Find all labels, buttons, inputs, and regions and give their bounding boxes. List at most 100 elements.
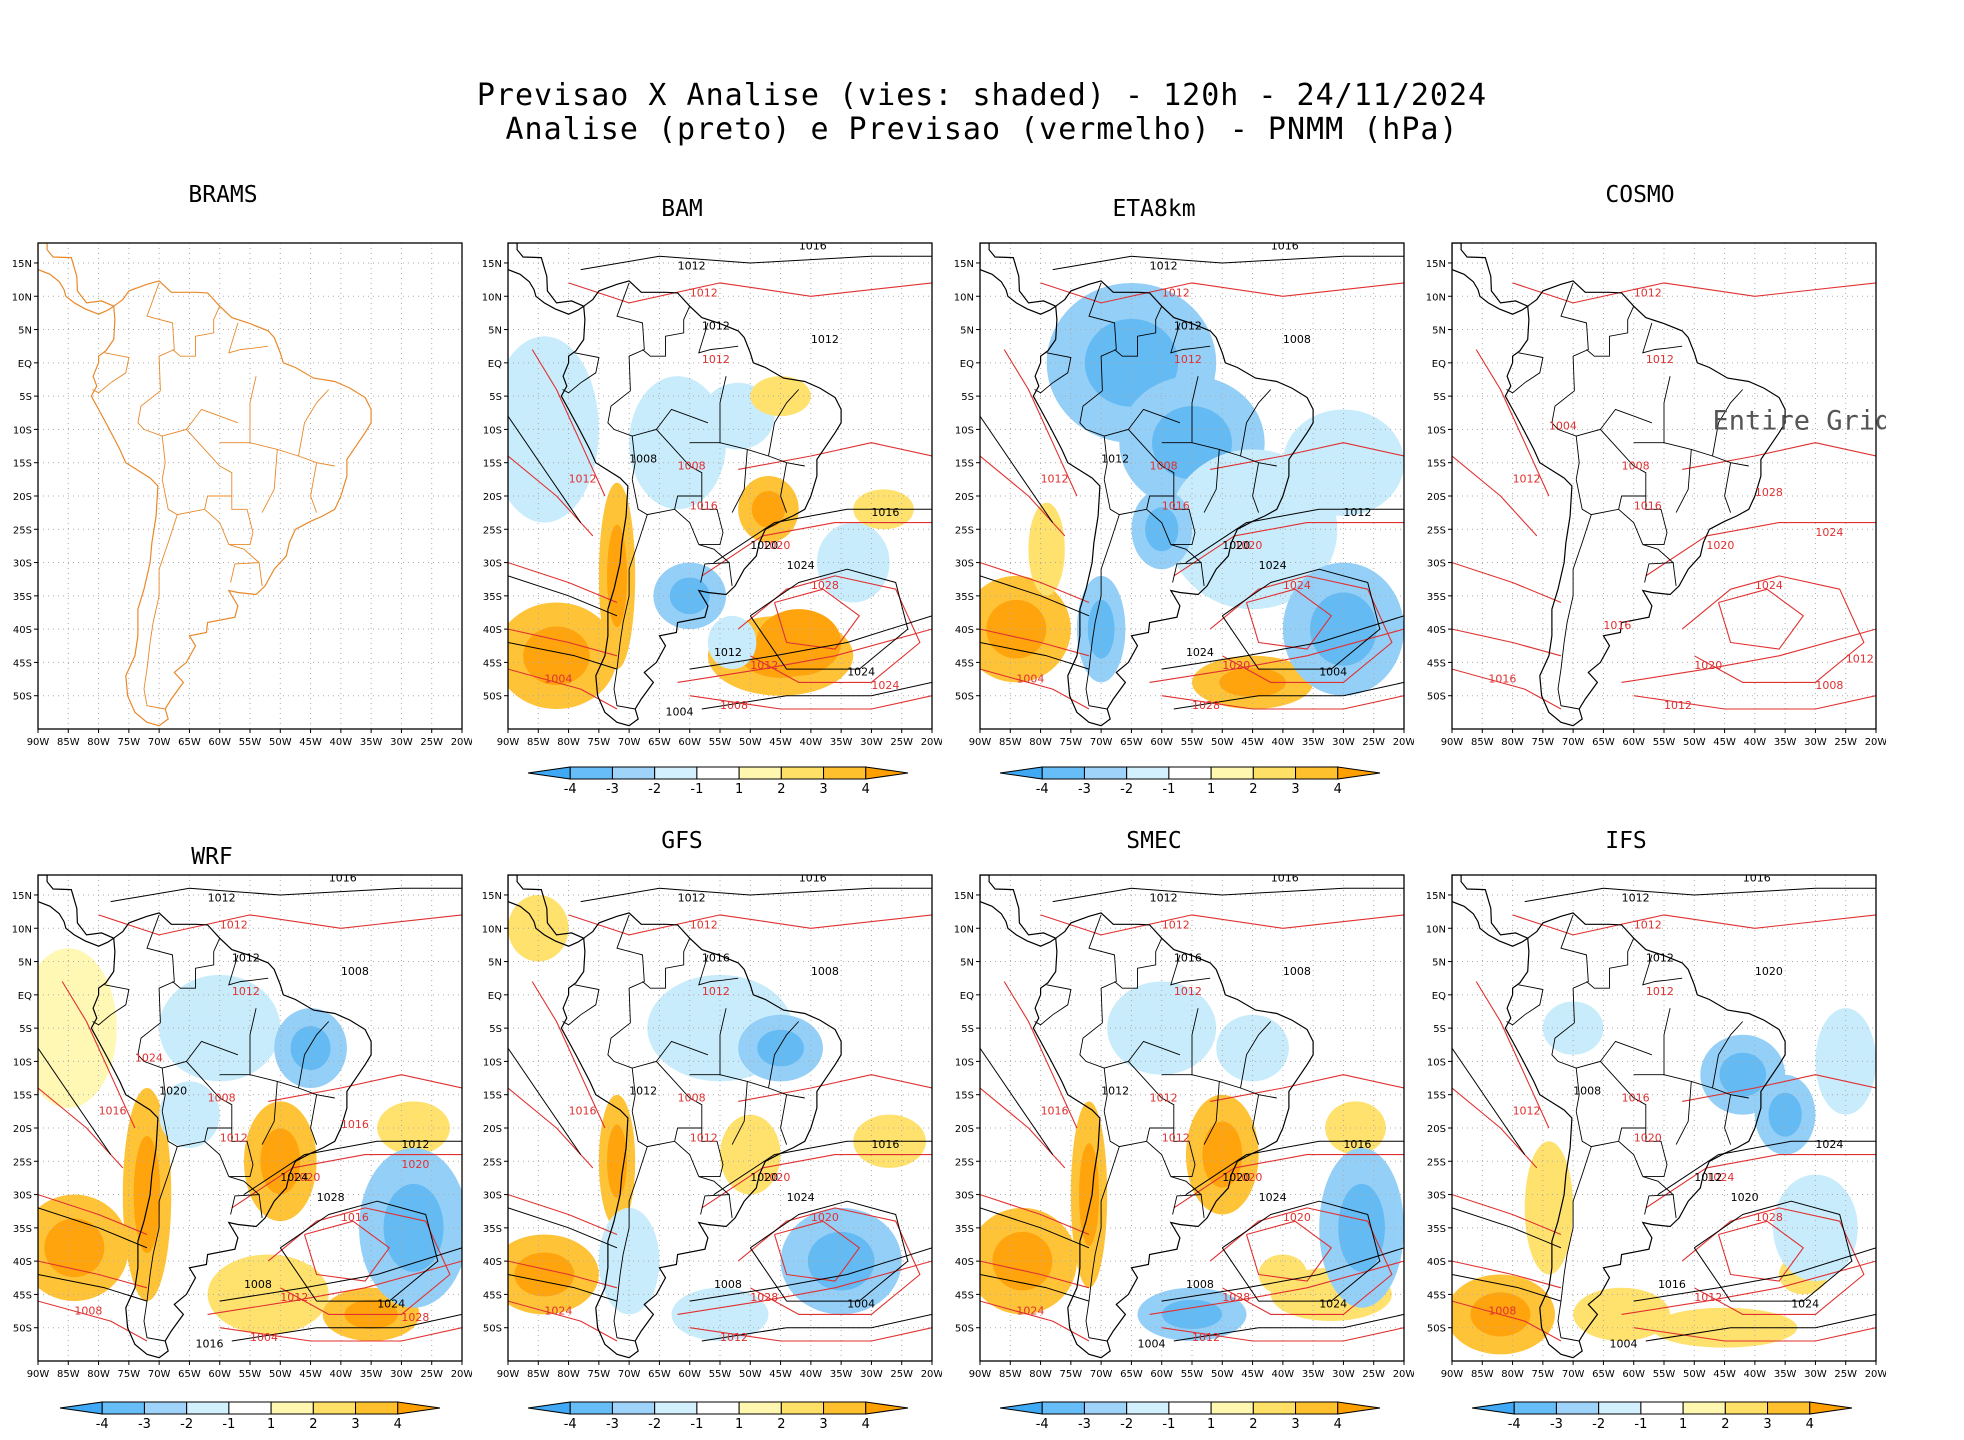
lon-tick-label: 50W	[1683, 1369, 1706, 1380]
colorbar-label: 4	[1334, 782, 1342, 797]
map-background	[1452, 243, 1876, 729]
forecast-contour-label: 1004	[250, 1331, 278, 1344]
bias-patch-core	[514, 1252, 575, 1297]
contour-labels: 1012 1012 1008 1012 1016 1020 1024 1020 1016 1012…	[1488, 286, 1873, 712]
lat-tick-label: 45S	[1427, 658, 1446, 669]
lon-tick-label: 85W	[57, 737, 80, 748]
colorbar: -4 -3 -2 -1 1 2 3 4	[990, 765, 1390, 805]
panel-title-ifs: IFS	[1605, 828, 1647, 854]
colorbar: -4 -3 -2 -1 1 2 3 4	[990, 1400, 1390, 1440]
country-borders	[1506, 914, 1749, 1342]
colorbar-label: 3	[1763, 1417, 1771, 1432]
forecast-contour-label: 1012	[1041, 473, 1069, 486]
bias-patch-core	[1079, 1143, 1100, 1246]
analysis-contour-label: 1020	[1222, 539, 1250, 552]
colorbar-label: 2	[1249, 1417, 1257, 1432]
bias-patch-core	[757, 1029, 804, 1067]
lon-tick-label: 30W	[1332, 1369, 1355, 1380]
forecast-contour-label: 1012	[232, 985, 260, 998]
analysis-contour-label: 1012	[1101, 1085, 1129, 1098]
analysis-contour-label: 1020	[159, 1085, 187, 1098]
forecast-contour-label: 1020	[1634, 1131, 1662, 1144]
colorbar-swatch	[1126, 1401, 1170, 1415]
analysis-contour-label: 1016	[1271, 240, 1299, 253]
lon-tick-label: 60W	[1150, 737, 1173, 748]
forecast-contour-label: 1020	[1706, 539, 1734, 552]
lat-tick-label: 15S	[483, 1091, 502, 1102]
analysis-contour-label: 1012	[811, 333, 839, 346]
bias-patch	[1773, 1174, 1858, 1282]
bias-patch	[1542, 1001, 1604, 1055]
map-svg-cosmo: 1012 1012 1008 1012 1016 1020 1024 1020 1016 1012…	[1426, 242, 1886, 748]
colorbar-swatch	[1555, 1401, 1600, 1415]
analysis-contour-label: 1024	[787, 559, 815, 572]
map-svg-ifs: 1012 1012 1016 1012 1020 1024 1028 1012 1008 1016…	[1426, 874, 1886, 1380]
lat-tick-label: 5S	[489, 1024, 502, 1035]
colorbar-swatch	[1210, 766, 1254, 780]
bias-patch-core	[523, 626, 590, 686]
analysis-contour-label: 1016	[329, 872, 357, 885]
analysis-contour-label: 1012	[629, 1085, 657, 1098]
forecast-contour-label: 1024	[1283, 579, 1311, 592]
latitude-axis: 15N 10N 5N EQ 5S 10S 15S 20S 25S 30S 35S 40S 45S 50S	[1426, 891, 1452, 1335]
colorbar-label: -4	[1036, 782, 1049, 797]
colorbar-label: 4	[1806, 1417, 1814, 1432]
panel-title-eta8km: ETA8km	[1112, 196, 1196, 222]
map-panel-ifs: 1012 1012 1016 1012 1020 1024 1028 1012 1008 1016…	[1412, 865, 1886, 1391]
colorbar-label: 4	[1334, 1417, 1342, 1432]
bias-patch	[707, 615, 757, 670]
lon-tick-label: 70W	[1562, 737, 1585, 748]
isobar-contours	[980, 255, 1404, 710]
lon-tick-label: 85W	[57, 1369, 80, 1380]
colorbar-label: 4	[862, 1417, 870, 1432]
lon-tick-label: 35W	[360, 1369, 383, 1380]
forecast-contour-label: 1016	[1162, 499, 1190, 512]
forecast-contour-label: 1012	[702, 985, 730, 998]
forecast-contour-label: 1028	[401, 1311, 429, 1324]
lon-tick-label: 55W	[1653, 1369, 1676, 1380]
lat-tick-label: 15N	[954, 259, 974, 270]
bias-shading	[1452, 1001, 1876, 1355]
analysis-contour-label: 1012	[1150, 892, 1178, 905]
lat-tick-label: 10N	[1426, 924, 1446, 935]
country-borders	[1034, 914, 1277, 1342]
lon-tick-label: 65W	[1592, 737, 1615, 748]
lon-tick-label: 85W	[527, 1369, 550, 1380]
lat-tick-label: 15N	[12, 891, 32, 902]
colorbar-swatch	[59, 1401, 103, 1415]
lon-tick-label: 30W	[860, 737, 883, 748]
bias-patch-core	[986, 599, 1047, 659]
analysis-contour-label: 1012	[1150, 260, 1178, 273]
analysis-contour-label: 1016	[1343, 1138, 1371, 1151]
latitude-axis: 15N 10N 5N EQ 5S 10S 15S 20S 25S 30S 35S 40S 45S 50S	[12, 891, 38, 1335]
analysis-contour-label: 1008	[244, 1278, 272, 1291]
lat-tick-label: EQ	[18, 359, 32, 370]
lon-tick-label: 60W	[1622, 737, 1645, 748]
colorbar-swatch	[143, 1401, 188, 1415]
lat-tick-label: 45S	[13, 1290, 32, 1301]
lat-tick-label: 5S	[19, 1024, 32, 1035]
colorbar-label: 4	[862, 782, 870, 797]
bias-patch-core	[1310, 592, 1377, 666]
lon-tick-label: 80W	[1501, 1369, 1524, 1380]
colorbar-swatch	[654, 766, 698, 780]
lon-tick-label: 50W	[269, 1369, 292, 1380]
latitude-axis: 15N 10N 5N EQ 5S 10S 15S 20S 25S 30S 35S 40S 45S 50S	[12, 259, 38, 703]
lon-tick-label: 25W	[1362, 1369, 1385, 1380]
panel-title-cosmo: COSMO	[1605, 182, 1675, 208]
lat-tick-label: 35S	[1427, 592, 1446, 603]
colorbar-swatch	[270, 1401, 314, 1415]
graticule	[1452, 243, 1876, 729]
analysis-contour-label: 1016	[702, 952, 730, 965]
colorbar-label: -4	[564, 782, 577, 797]
grid-undefined-note: Entire Grid Und	[1712, 405, 1886, 436]
lon-tick-label: 20W	[1393, 1369, 1414, 1380]
lon-tick-label: 20W	[1865, 737, 1886, 748]
lat-tick-label: 25S	[1427, 1157, 1446, 1168]
lon-tick-label: 35W	[360, 737, 383, 748]
country-borders	[562, 914, 805, 1342]
country-borders	[562, 282, 805, 710]
forecast-contour-label: 1012	[1513, 473, 1541, 486]
lat-tick-label: 20S	[955, 492, 974, 503]
analysis-contour-label: 1020	[750, 539, 778, 552]
